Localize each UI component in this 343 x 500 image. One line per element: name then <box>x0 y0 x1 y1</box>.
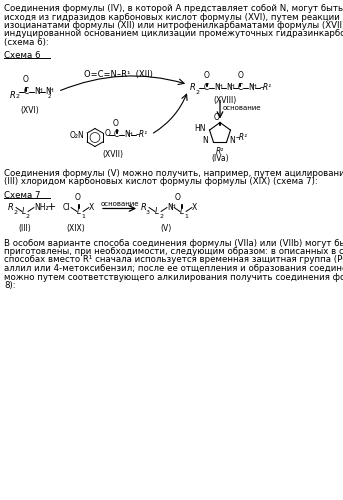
Text: исходя из гидразидов карбоновых кислот формулы (XVI), путем реакции обмена с: исходя из гидразидов карбоновых кислот ф… <box>4 12 343 22</box>
Text: N: N <box>124 130 130 139</box>
Text: –R¹: –R¹ <box>136 130 148 139</box>
Text: NH₂: NH₂ <box>34 203 49 212</box>
Text: 2: 2 <box>48 94 51 100</box>
Text: O: O <box>75 192 81 202</box>
Text: O: O <box>214 112 220 122</box>
Text: C: C <box>114 130 119 139</box>
Text: Cl: Cl <box>63 203 71 212</box>
Text: O=C=N–R¹  (XII): O=C=N–R¹ (XII) <box>84 70 152 78</box>
Text: 2: 2 <box>13 210 17 214</box>
Text: (XIX): (XIX) <box>67 224 85 232</box>
Text: –R¹: –R¹ <box>236 133 248 142</box>
Text: (V): (V) <box>161 224 172 232</box>
Text: O: O <box>113 118 119 128</box>
Text: O: O <box>23 76 29 84</box>
Text: N: N <box>229 136 235 145</box>
Text: В особом варианте способа соединения формулы (VIIa) или (VIIb) могут быть: В особом варианте способа соединения фор… <box>4 238 343 248</box>
Text: Схема 7: Схема 7 <box>4 190 40 200</box>
Text: 1: 1 <box>81 214 85 218</box>
Text: C: C <box>204 83 209 92</box>
Text: L: L <box>22 207 26 216</box>
Text: +: + <box>46 202 56 212</box>
Text: R: R <box>8 203 14 212</box>
Text: R: R <box>10 92 16 100</box>
Text: 2: 2 <box>159 214 163 218</box>
Text: (XVIII): (XVIII) <box>213 96 237 104</box>
Text: 2: 2 <box>195 90 199 94</box>
Text: R²: R² <box>216 146 224 156</box>
Text: X: X <box>192 203 197 212</box>
Text: Соединения формулы (V) можно получить, например, путем ацилирования аминов форму: Соединения формулы (V) можно получить, н… <box>4 168 343 177</box>
Text: 8):: 8): <box>4 281 16 290</box>
Text: X: X <box>89 203 94 212</box>
Text: N: N <box>167 203 173 212</box>
Text: H: H <box>37 88 42 94</box>
Text: индуцированной основанием циклизации промежуточных гидразинкарбоксамидов (XVIII): индуцированной основанием циклизации про… <box>4 30 343 38</box>
Text: C: C <box>24 87 29 96</box>
Text: O: O <box>175 192 181 202</box>
Text: R: R <box>190 83 196 92</box>
Text: O: O <box>238 72 244 80</box>
Text: приготовлены, при необходимости, следующим образом: в описанных в схемах 1,3,4 и: приготовлены, при необходимости, следующ… <box>4 247 343 256</box>
Text: L: L <box>155 207 159 216</box>
Text: O₂N: O₂N <box>69 131 84 140</box>
Text: 2: 2 <box>26 214 30 218</box>
Text: HN: HN <box>194 124 206 133</box>
Text: N: N <box>202 136 208 145</box>
Text: H: H <box>251 84 256 89</box>
Text: основание: основание <box>223 104 261 110</box>
Text: H: H <box>127 132 132 136</box>
Text: (IVa): (IVa) <box>211 154 229 164</box>
Text: C: C <box>238 83 243 92</box>
Text: H: H <box>48 88 53 92</box>
Text: R: R <box>141 203 147 212</box>
Text: O: O <box>204 72 210 80</box>
Text: N: N <box>248 83 254 92</box>
Text: L: L <box>180 207 184 216</box>
Text: H: H <box>170 204 175 210</box>
Text: Соединения формулы (IV), в которой A представляет собой N, могут быть изготовлен: Соединения формулы (IV), в которой A пре… <box>4 4 343 13</box>
Text: можно путем соответствующего алкилирования получить соединения формулы (VII) (сх: можно путем соответствующего алкилирован… <box>4 272 343 281</box>
Text: N: N <box>214 83 220 92</box>
Text: N: N <box>45 87 51 96</box>
Text: (III): (III) <box>19 224 31 232</box>
Text: изоцианатами формулы (XII) или нитрофенилкарбаматами формулы (XVII) и последующе: изоцианатами формулы (XII) или нитрофени… <box>4 21 343 30</box>
Text: –R¹: –R¹ <box>260 83 272 92</box>
Text: основание: основание <box>101 200 140 206</box>
Text: L: L <box>77 207 81 216</box>
Text: 3: 3 <box>146 210 150 214</box>
Text: (XVI): (XVI) <box>21 106 39 114</box>
Text: (схема 6):: (схема 6): <box>4 38 49 47</box>
Text: O: O <box>105 129 111 138</box>
Text: 2: 2 <box>15 94 19 98</box>
Text: N: N <box>226 83 232 92</box>
Text: аллил или 4-метоксибензил; после ее отщепления и образования соединений формулы : аллил или 4-метоксибензил; после ее отще… <box>4 264 343 273</box>
Text: H: H <box>217 84 222 89</box>
Text: N: N <box>34 87 40 96</box>
Text: Схема 6: Схема 6 <box>4 50 40 59</box>
Text: (III) хлоридом карбоновых кислот формулы формулы (XIX) (схема 7):: (III) хлоридом карбоновых кислот формулы… <box>4 177 318 186</box>
Text: H: H <box>229 84 234 89</box>
Text: способах вместо R¹ сначала используется временная защитная группа (PG), как напр: способах вместо R¹ сначала используется … <box>4 256 343 264</box>
Text: 1: 1 <box>184 214 188 218</box>
Text: (XVII): (XVII) <box>103 150 123 160</box>
